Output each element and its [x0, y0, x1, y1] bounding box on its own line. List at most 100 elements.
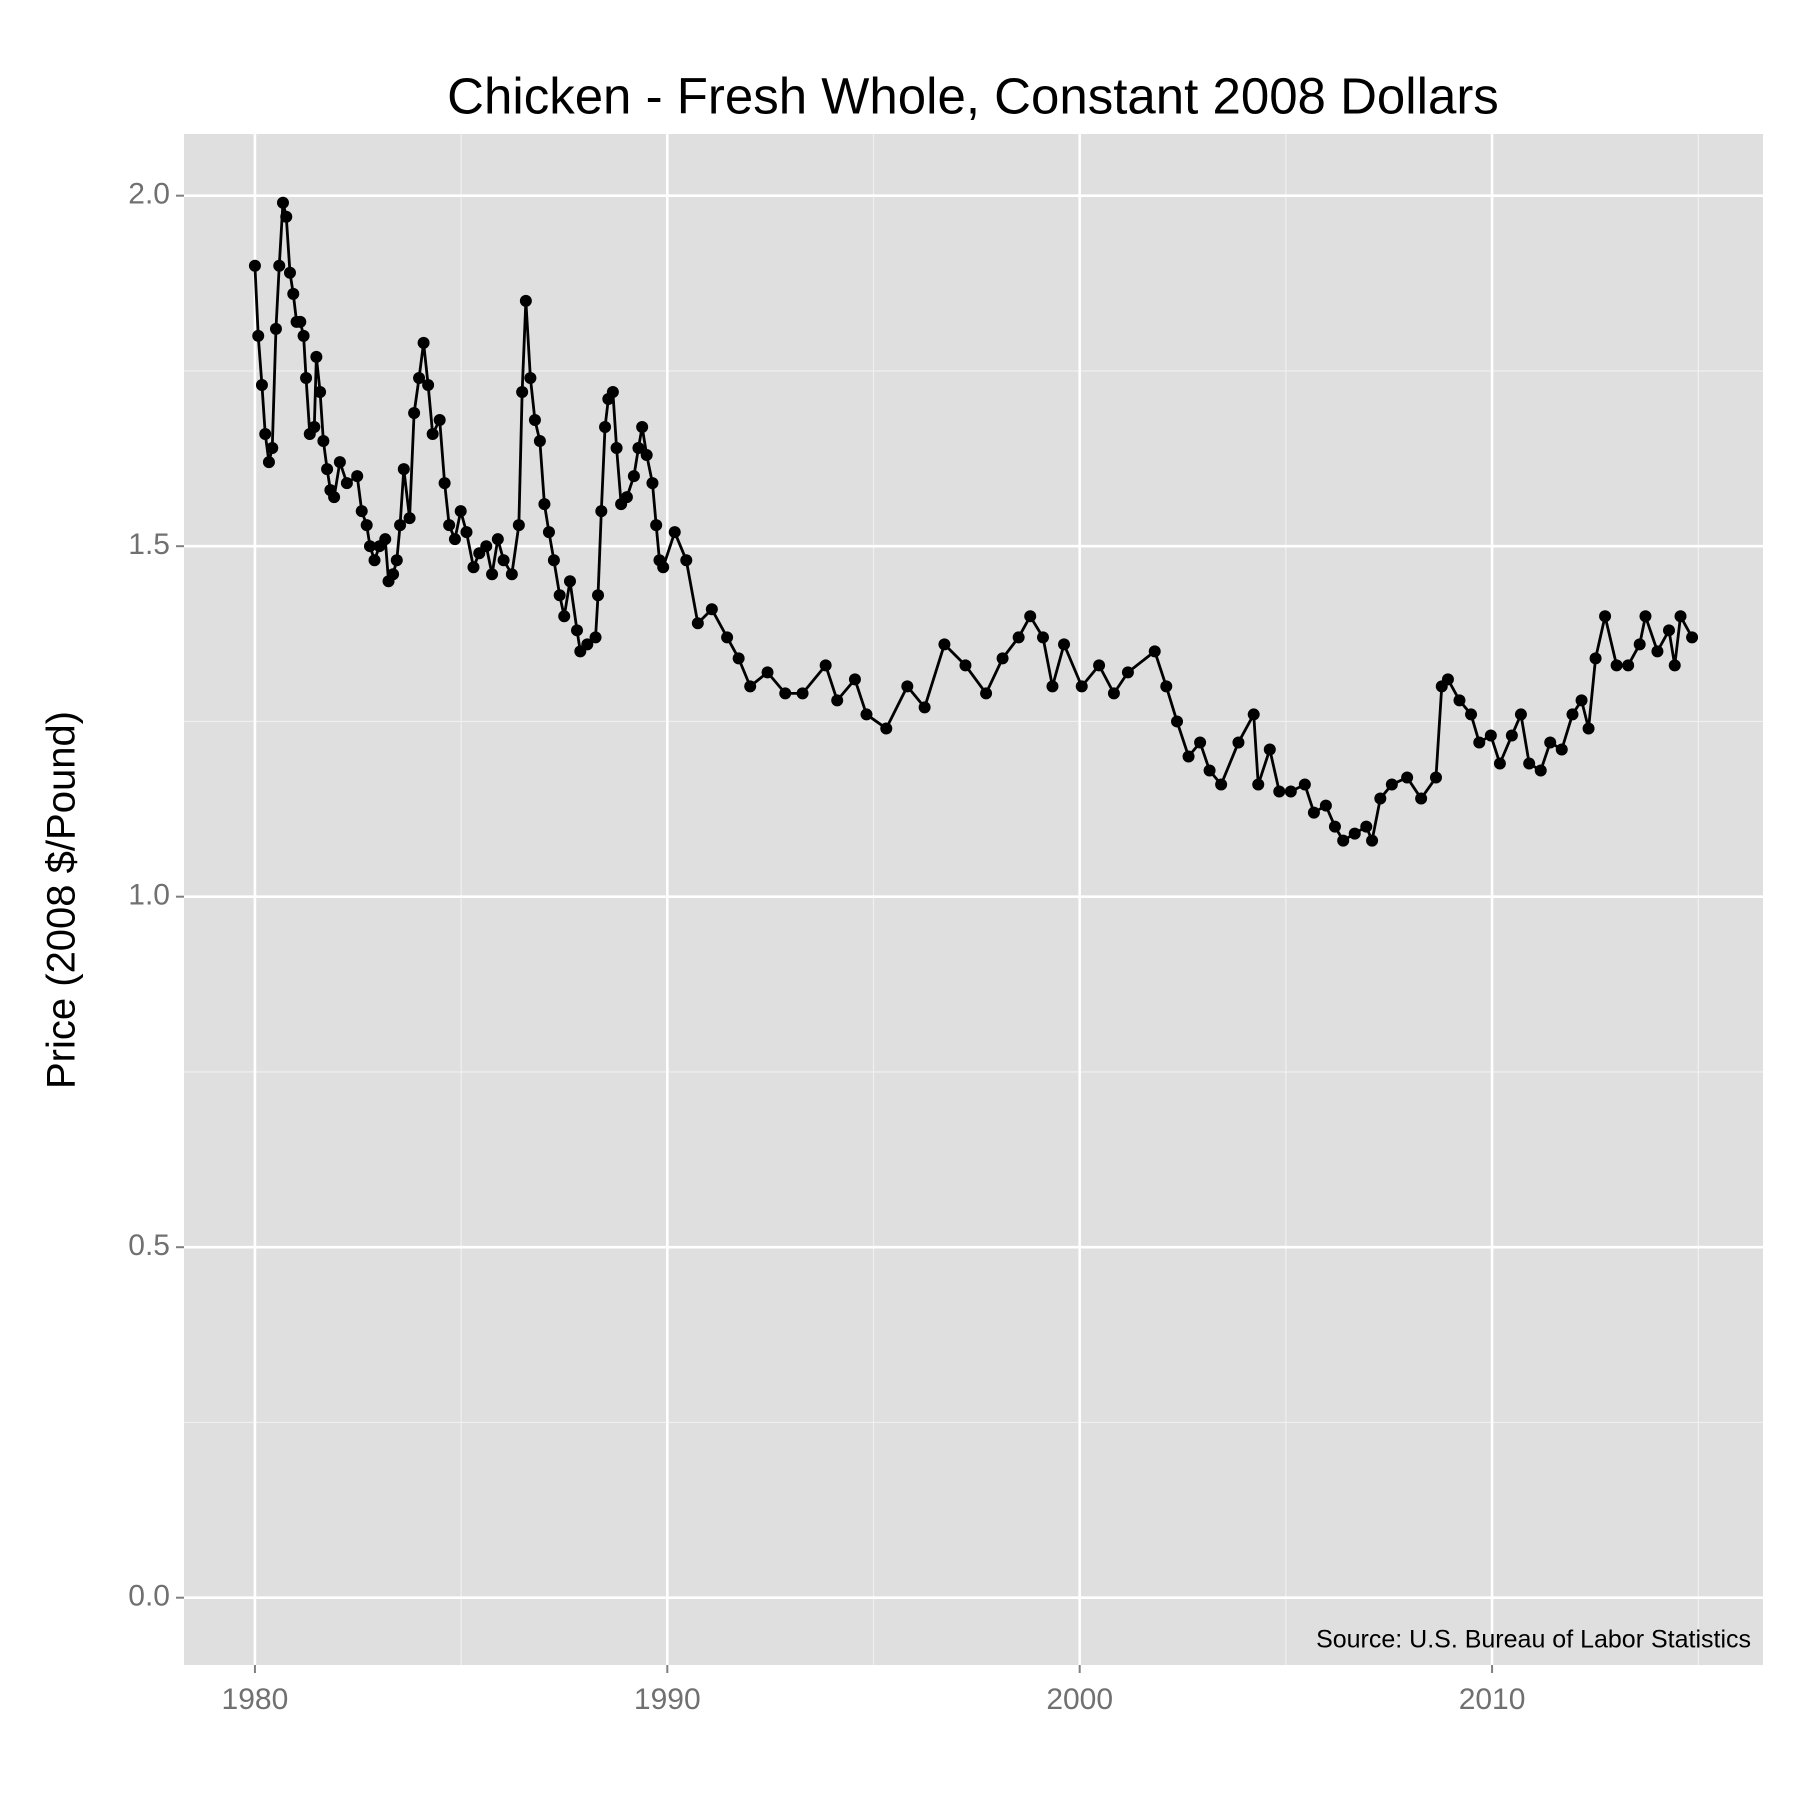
data-point — [1215, 778, 1228, 791]
data-point — [668, 526, 681, 539]
data-point — [269, 322, 282, 335]
data-point — [1662, 624, 1675, 637]
data-point — [1555, 743, 1568, 756]
source-note: Source: U.S. Bureau of Labor Statistics — [1316, 1626, 1751, 1654]
data-point — [732, 652, 745, 665]
data-point — [1024, 610, 1037, 623]
data-point — [417, 336, 430, 349]
data-point — [448, 533, 461, 546]
y-tick-label: 1.0 — [128, 879, 170, 912]
data-point — [387, 568, 400, 581]
data-point — [528, 414, 541, 427]
data-point — [1075, 680, 1088, 693]
data-point — [1348, 827, 1361, 840]
data-point — [491, 533, 504, 546]
data-point — [1203, 764, 1216, 777]
data-point — [705, 603, 718, 616]
data-point — [308, 421, 321, 434]
data-point — [610, 442, 623, 455]
data-point — [422, 378, 435, 391]
data-point — [505, 568, 518, 581]
data-point — [1668, 659, 1681, 672]
data-point — [553, 589, 566, 602]
data-point — [276, 196, 289, 209]
data-point — [413, 371, 426, 384]
data-point — [1639, 610, 1652, 623]
data-point — [1566, 708, 1579, 721]
chart-title: Chicken - Fresh Whole, Constant 2008 Dol… — [447, 67, 1499, 124]
data-point — [860, 708, 873, 721]
data-point — [657, 561, 670, 574]
data-point — [901, 680, 914, 693]
data-point — [1589, 652, 1602, 665]
data-point — [340, 477, 353, 490]
y-tick-label: 2.0 — [128, 178, 170, 211]
data-point — [443, 519, 456, 532]
data-point — [1441, 673, 1454, 686]
data-point — [1465, 708, 1478, 721]
data-point — [1182, 750, 1195, 763]
data-point — [650, 519, 663, 532]
data-point — [1046, 680, 1059, 693]
data-point — [333, 456, 346, 469]
y-axis-label: Price (2008 $/Pound) — [40, 711, 84, 1089]
data-point — [627, 470, 640, 483]
data-point — [980, 687, 993, 700]
data-point — [1121, 666, 1134, 679]
data-point — [1298, 778, 1311, 791]
data-point — [796, 687, 809, 700]
data-point — [1252, 778, 1265, 791]
data-point — [1385, 778, 1398, 791]
data-point — [563, 575, 576, 588]
data-point — [1148, 645, 1161, 658]
data-point — [248, 259, 261, 272]
data-point — [460, 526, 473, 539]
data-point — [1674, 610, 1687, 623]
data-point — [1523, 757, 1536, 770]
data-point — [1366, 834, 1379, 847]
data-point — [433, 414, 446, 427]
data-point — [512, 519, 525, 532]
price-line — [253, 201, 1694, 843]
data-point — [351, 470, 364, 483]
data-point — [1610, 659, 1623, 672]
data-point — [1575, 694, 1588, 707]
data-point — [636, 421, 649, 434]
y-tick-label: 0.0 — [128, 1580, 170, 1613]
data-point — [646, 477, 659, 490]
data-point — [1093, 659, 1106, 672]
data-point — [1263, 743, 1276, 756]
data-point — [938, 638, 951, 651]
data-point — [819, 659, 832, 672]
data-point — [959, 659, 972, 672]
data-point — [918, 701, 931, 714]
data-point — [1107, 687, 1120, 700]
data-point — [1232, 736, 1245, 749]
data-point — [592, 589, 605, 602]
data-point — [640, 449, 653, 462]
data-point — [497, 554, 510, 567]
data-point — [408, 407, 421, 420]
data-point — [1633, 638, 1646, 651]
data-point — [454, 505, 467, 518]
data-point — [516, 385, 529, 398]
data-point — [1534, 764, 1547, 777]
data-point — [691, 617, 704, 630]
data-point — [996, 652, 1009, 665]
data-point — [1036, 631, 1049, 644]
data-point — [297, 329, 310, 342]
data-point — [266, 442, 279, 455]
data-point — [314, 385, 327, 398]
y-tick-label: 0.5 — [128, 1229, 170, 1262]
data-point — [1401, 771, 1414, 784]
plot-background — [184, 134, 1763, 1665]
data-point — [480, 540, 493, 553]
data-point — [680, 554, 693, 567]
data-point — [761, 666, 774, 679]
data-point — [547, 554, 560, 567]
data-point — [1505, 729, 1518, 742]
data-point — [524, 371, 537, 384]
data-point — [390, 554, 403, 567]
data-point — [1429, 771, 1442, 784]
